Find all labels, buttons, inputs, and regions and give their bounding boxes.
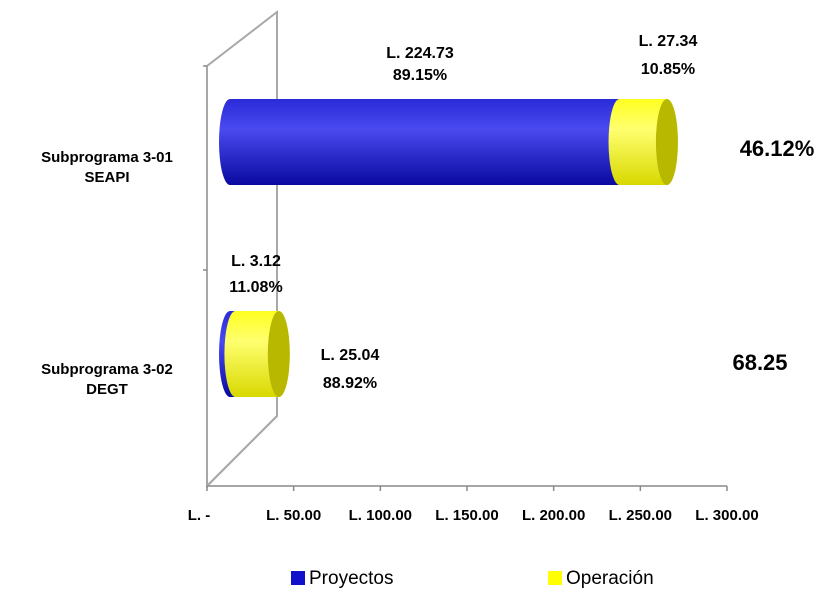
data-label: 88.92% <box>323 375 377 392</box>
category-label: SEAPI <box>84 169 129 186</box>
data-label: L. 3.12 <box>231 253 281 270</box>
bar-end-cap <box>655 99 678 185</box>
legend-label: Operación <box>566 568 654 589</box>
x-tick-label: L. 100.00 <box>349 507 412 524</box>
data-label: 10.85% <box>641 61 695 78</box>
legend-swatch <box>291 571 305 585</box>
bar-proyectos <box>219 99 631 185</box>
x-tick-label: L. 250.00 <box>609 507 672 524</box>
back-wall <box>206 9 278 489</box>
category-label: DEGT <box>86 381 128 398</box>
x-axis: L. - L. 50.00 L. 100.00 L. 150.00 L. 200.00 L… <box>188 485 759 524</box>
bar-end-cap <box>267 311 290 397</box>
data-label: L. 224.73 <box>386 45 454 62</box>
x-tick-label: L. - <box>188 507 211 524</box>
x-tick-label: L. 300.00 <box>695 507 758 524</box>
x-tick-label: L. 150.00 <box>435 507 498 524</box>
legend-label: Proyectos <box>309 568 393 589</box>
data-label: 89.15% <box>393 67 447 84</box>
category-label: Subprograma 3-01 <box>41 149 173 166</box>
category-label: Subprograma 3-02 <box>41 361 173 378</box>
x-tick-label: L. 200.00 <box>522 507 585 524</box>
side-label: 68.25 <box>732 350 787 375</box>
chart-frame <box>203 9 278 489</box>
labels: Subprograma 3-01 SEAPI Subprograma 3-02 DEG… <box>41 33 814 398</box>
plot-area <box>219 99 678 397</box>
data-label: 11.08% <box>229 279 282 296</box>
floor-edge <box>206 415 278 487</box>
data-label: L. 25.04 <box>321 347 380 364</box>
x-tick-label: L. 50.00 <box>266 507 321 524</box>
legend-swatch <box>548 571 562 585</box>
data-label: L. 27.34 <box>639 33 698 50</box>
side-label: 46.12% <box>740 136 815 161</box>
legend: Proyectos Operación <box>291 568 654 589</box>
